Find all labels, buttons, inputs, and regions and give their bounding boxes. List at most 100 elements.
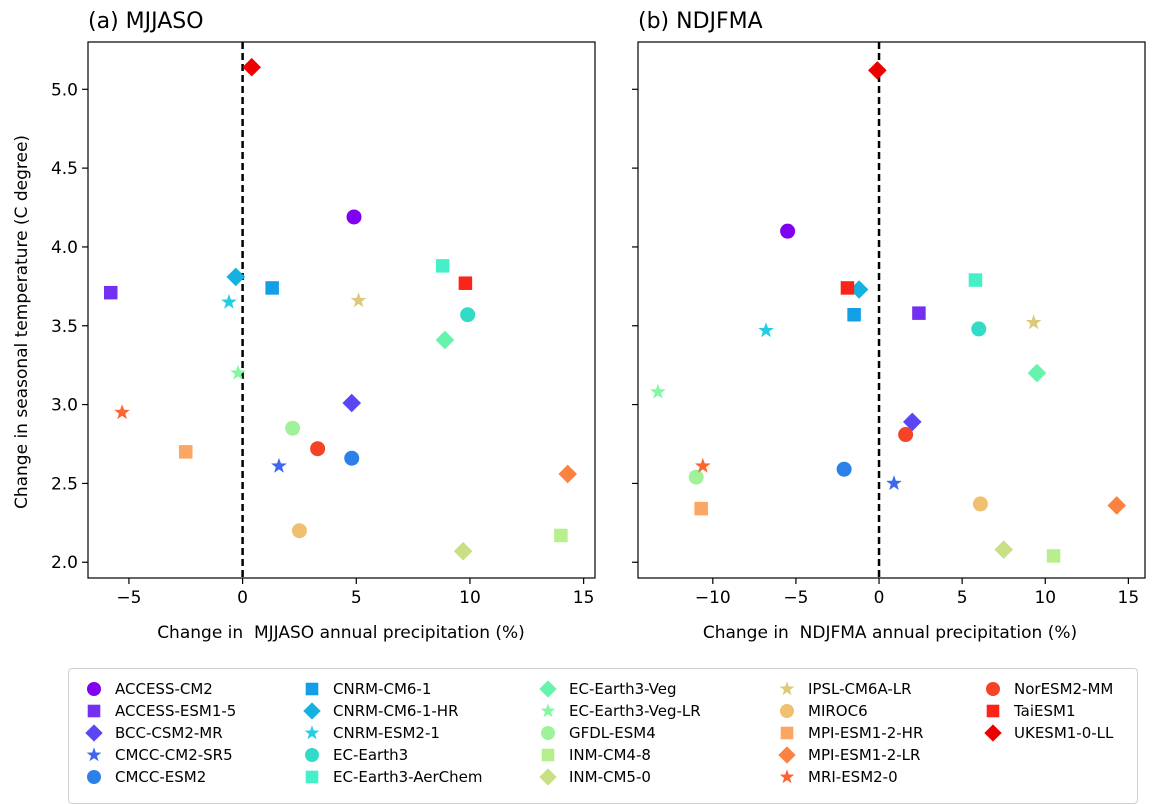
point-ec-earth3-veg-lr <box>230 364 246 380</box>
point-access-esm1-5 <box>912 306 926 320</box>
point-mpi-esm1-2-hr <box>694 501 708 516</box>
legend-label: INM-CM5-0 <box>569 768 651 786</box>
point-ec-earth3 <box>971 321 987 337</box>
point-ec-earth3 <box>460 307 476 323</box>
point-access-esm1-5 <box>103 285 118 300</box>
panel-a-xtick-label: 5 <box>351 588 362 608</box>
diamond-marker-icon <box>539 680 557 698</box>
point-ec-earth3-aerchem <box>968 273 983 287</box>
legend-item-ukesm1-0-ll: UKESM1-0-LL <box>982 723 1113 743</box>
legend-label: GFDL-ESM4 <box>569 724 656 742</box>
star-marker-icon <box>779 681 795 696</box>
legend-label: CMCC-CM2-SR5 <box>115 746 233 764</box>
point-inm-cm4-8 <box>554 528 568 543</box>
legend-label: CNRM-ESM2-1 <box>333 724 440 742</box>
legend-marker-cnrm-cm6-1 <box>305 682 319 696</box>
panel-a-xtick-label: −5 <box>116 588 141 608</box>
point-inm-cm5-0 <box>994 540 1014 559</box>
panel-a-xlabel: Change in MJJASO annual precipitation (%… <box>157 623 525 643</box>
panel-b-xtick-label: −5 <box>783 588 808 608</box>
legend-marker-cmcc-esm2 <box>87 770 101 784</box>
legend-marker-ipsl-cm6a-lr <box>779 681 795 696</box>
point-cnrm-cm6-1 <box>265 281 279 295</box>
legend-marker-miroc6 <box>780 704 794 718</box>
point-cmcc-esm2 <box>344 450 360 466</box>
panel-a-title: (a) MJJASO <box>88 9 204 34</box>
legend-label: ACCESS-ESM1-5 <box>115 702 237 720</box>
legend-item-miroc6: MIROC6 <box>776 701 868 721</box>
legend-label: EC-Earth3-Veg <box>569 680 677 698</box>
panel-b-xlabel: Change in NDJFMA annual precipitation (%… <box>703 623 1077 643</box>
legend-marker-mri-esm2-0 <box>779 769 795 784</box>
legend-marker-access-esm1-5 <box>87 704 101 718</box>
point-cnrm-cm6-1-hr <box>226 267 246 287</box>
point-gfdl-esm4 <box>285 420 301 436</box>
panel-a-ytick-label: 2.5 <box>51 474 78 494</box>
legend-marker-noresm2-mm <box>986 682 1000 696</box>
legend-label: CNRM-CM6-1 <box>333 680 432 698</box>
legend-item-mpi-esm1-2-lr: MPI-ESM1-2-LR <box>776 745 920 765</box>
point-cnrm-cm6-1-hr <box>849 280 869 299</box>
point-taiesm1 <box>458 276 473 290</box>
point-bcc-csm2-mr <box>902 412 922 432</box>
point-cmcc-esm2 <box>836 461 852 477</box>
circle-marker-icon <box>541 726 555 740</box>
point-ukesm1-0-ll <box>242 57 261 77</box>
legend-label: NorESM2-MM <box>1014 680 1114 698</box>
square-marker-icon <box>305 682 319 696</box>
legend-label: ACCESS-CM2 <box>115 680 213 698</box>
panel-a-xtick-label: 10 <box>459 588 481 608</box>
diamond-marker-icon <box>85 724 103 742</box>
square-marker-icon <box>780 726 794 740</box>
point-noresm2-mm <box>898 427 914 443</box>
circle-marker-icon <box>986 682 1000 696</box>
point-cmcc-cm2-sr5 <box>886 475 902 491</box>
legend-marker-ec-earth3-veg <box>539 680 557 698</box>
square-marker-icon <box>986 704 1000 718</box>
legend-item-cnrm-cm6-1: CNRM-CM6-1 <box>301 679 431 699</box>
point-ec-earth3-veg <box>435 330 455 350</box>
panel-a-xtick-label: 0 <box>237 588 248 608</box>
legend-marker-taiesm1 <box>986 704 1000 718</box>
star-marker-icon <box>540 703 556 718</box>
point-noresm2-mm <box>310 441 326 457</box>
legend-marker-mpi-esm1-2-hr <box>780 726 794 740</box>
panel-b-frame <box>637 41 1146 579</box>
square-marker-icon <box>305 770 319 784</box>
legend-item-ec-earth3: EC-Earth3 <box>301 745 408 765</box>
panel-ndjfma: (b) NDJFMA Change in NDJFMA annual preci… <box>632 9 1146 643</box>
legend-item-ec-earth3-veg: EC-Earth3-Veg <box>537 679 677 699</box>
legend-item-taiesm1: TaiESM1 <box>982 701 1076 721</box>
point-inm-cm5-0 <box>453 541 473 561</box>
point-miroc6 <box>291 523 307 539</box>
legend-label: BCC-CSM2-MR <box>115 724 223 742</box>
panel-a-ytick-label: 4.5 <box>51 159 78 179</box>
legend-marker-ec-earth3-aerchem <box>305 770 319 784</box>
point-cnrm-esm2-1 <box>758 322 774 338</box>
legend-item-cmcc-cm2-sr5: CMCC-CM2-SR5 <box>83 745 233 765</box>
point-mpi-esm1-2-lr <box>558 464 578 484</box>
panel-b-xtick-label: 0 <box>874 588 885 608</box>
point-mpi-esm1-2-lr <box>1107 496 1127 515</box>
point-taiesm1 <box>840 281 855 295</box>
diamond-marker-icon <box>984 724 1002 742</box>
diamond-marker-icon <box>778 746 796 764</box>
legend-label: INM-CM4-8 <box>569 746 651 764</box>
star-marker-icon <box>86 747 102 762</box>
legend-marker-inm-cm5-0 <box>539 768 557 786</box>
legend-label: MPI-ESM1-2-LR <box>808 746 921 764</box>
point-miroc6 <box>972 496 988 512</box>
point-ipsl-cm6a-lr <box>350 292 367 308</box>
legend-label: CMCC-ESM2 <box>115 768 207 786</box>
panel-b-title: (b) NDJFMA <box>638 9 763 34</box>
panel-a-frame <box>87 41 596 579</box>
circle-marker-icon <box>87 770 101 784</box>
panel-b-xtick-label: 5 <box>957 588 968 608</box>
legend-label: IPSL-CM6A-LR <box>808 680 912 698</box>
legend-item-access-cm2: ACCESS-CM2 <box>83 679 213 699</box>
circle-marker-icon <box>305 748 319 762</box>
point-mpi-esm1-2-hr <box>179 445 193 459</box>
point-access-cm2 <box>780 223 796 239</box>
square-marker-icon <box>541 748 555 762</box>
point-ec-earth3-veg <box>1027 363 1047 383</box>
